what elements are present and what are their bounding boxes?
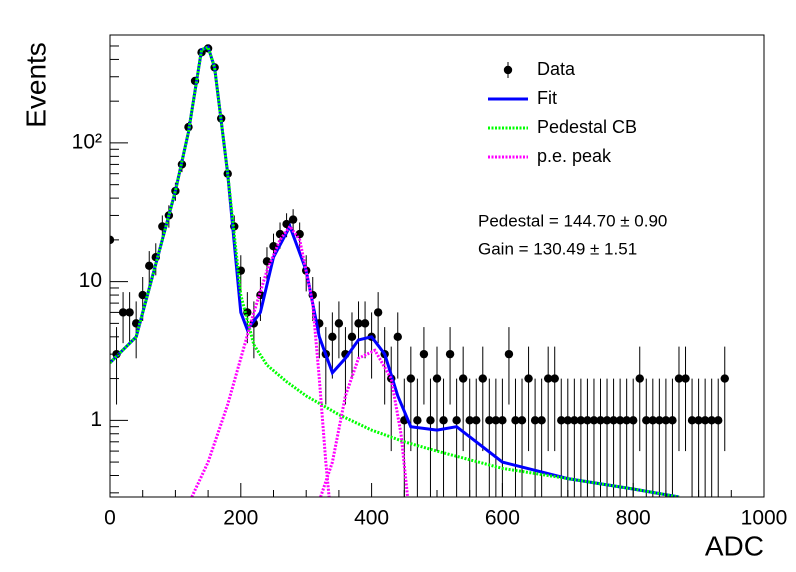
data-point	[288, 215, 298, 224]
data-point	[524, 374, 533, 383]
data-point	[602, 416, 612, 425]
data-point	[530, 416, 540, 425]
data-point	[354, 319, 363, 328]
data-point	[537, 416, 546, 425]
data-point	[596, 416, 605, 425]
data-point	[517, 416, 527, 425]
data-point	[413, 416, 422, 425]
fit-curve	[110, 45, 680, 497]
data-point	[557, 416, 566, 425]
x-tick-label: 800	[616, 507, 651, 530]
data-point	[583, 416, 592, 425]
data-point	[687, 416, 697, 425]
data-point	[694, 416, 703, 425]
annotation: Pedestal = 144.70 ± 0.90	[478, 211, 667, 230]
data-point	[700, 416, 710, 425]
x-tick-label: 200	[223, 507, 258, 530]
data-point	[642, 416, 651, 425]
data-point	[445, 349, 455, 359]
data-point	[458, 374, 468, 383]
data-point	[275, 229, 285, 239]
x-axis-label: ADC	[705, 530, 764, 561]
data-point	[145, 261, 154, 271]
legend-label: p.e. peak	[537, 146, 612, 166]
data-point	[543, 374, 553, 383]
fit-curve	[190, 223, 410, 497]
data-point	[622, 416, 631, 425]
data-point	[498, 416, 507, 425]
data-point	[674, 374, 684, 383]
data-point	[511, 416, 520, 425]
data-point	[629, 416, 638, 425]
data-point	[138, 290, 147, 300]
data-point	[570, 416, 579, 425]
data-point	[236, 266, 245, 275]
data-point	[668, 416, 677, 425]
data-point	[655, 416, 664, 425]
y-axis-label: Events	[20, 42, 51, 128]
data-point	[334, 319, 344, 328]
data-point	[550, 374, 559, 383]
data-point	[426, 416, 435, 425]
data-point	[576, 416, 586, 425]
data-point	[485, 416, 494, 425]
data-point	[609, 416, 618, 425]
data-point	[472, 416, 481, 425]
data-point	[328, 332, 337, 342]
legend-label: Pedestal CB	[537, 117, 637, 137]
data-point	[563, 416, 572, 425]
x-tick-label: 1000	[741, 507, 788, 530]
data-point	[465, 416, 474, 425]
x-tick-label: 0	[104, 507, 116, 530]
y-tick-label: 10²	[72, 130, 102, 153]
data-point	[373, 308, 383, 317]
data-point	[681, 374, 690, 383]
data-point	[125, 308, 134, 317]
x-tick-label: 400	[354, 507, 389, 530]
data-point	[720, 374, 729, 383]
data-point	[243, 308, 252, 317]
data-point	[707, 416, 716, 425]
legend-label: Data	[537, 59, 576, 79]
data-point	[661, 416, 671, 425]
data-point	[491, 416, 501, 425]
data-point	[714, 416, 723, 425]
legend-marker	[503, 65, 513, 75]
data-point	[419, 349, 429, 359]
data-point	[478, 374, 487, 383]
data-point	[406, 374, 416, 383]
data-point	[615, 416, 625, 425]
data-point	[439, 416, 448, 425]
data-point	[432, 374, 442, 383]
data-point	[648, 416, 658, 425]
data-point	[635, 374, 644, 383]
data-point	[589, 416, 599, 425]
y-tick-label: 10	[79, 269, 102, 292]
data-point	[347, 332, 357, 342]
y-tick-label: 1	[90, 408, 102, 431]
plot-area	[110, 44, 729, 497]
data-point	[504, 349, 514, 359]
annotation: Gain = 130.49 ± 1.51	[478, 239, 637, 258]
data-point	[393, 332, 402, 342]
data-point	[452, 416, 461, 425]
legend-label: Fit	[537, 88, 557, 108]
data-point	[118, 308, 128, 317]
x-tick-label: 600	[485, 507, 520, 530]
fit-curve	[110, 45, 680, 497]
data-point	[360, 319, 370, 328]
